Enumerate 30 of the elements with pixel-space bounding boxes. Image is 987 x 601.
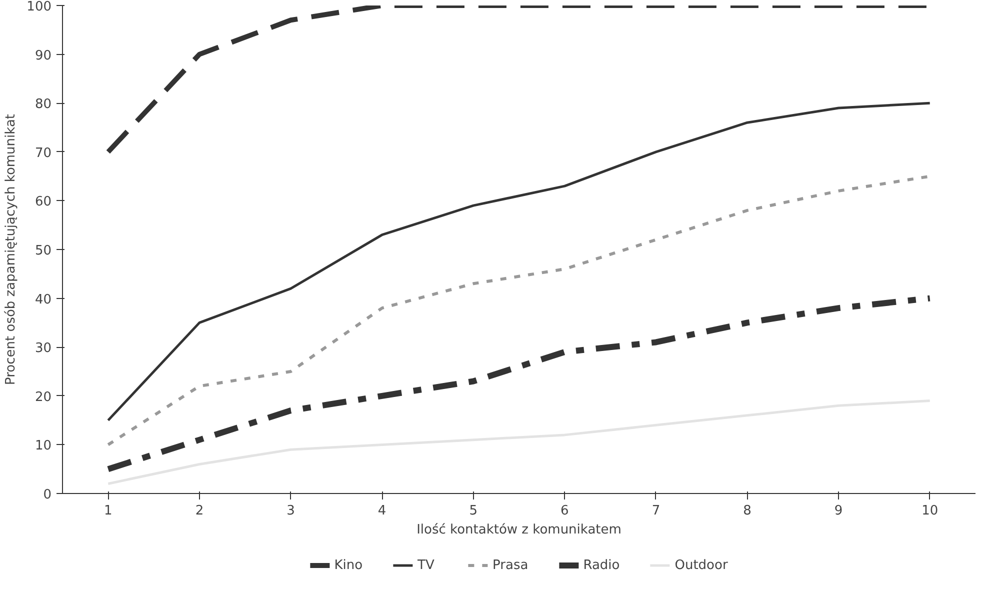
line-series — [106, 102, 932, 422]
y-tick-label: 70 — [34, 146, 52, 161]
y-tick-label: 10 — [34, 438, 52, 454]
x-tick-label: 3 — [286, 504, 295, 518]
x-tick-label: 4 — [378, 504, 386, 518]
x-tick-label: 10 — [922, 504, 938, 518]
x-tick-label: 5 — [469, 504, 478, 518]
y-tick-label: 20 — [34, 390, 52, 405]
y-tick-label: 50 — [34, 244, 52, 258]
legend-label: Outdoor — [674, 558, 728, 572]
line-series — [106, 400, 932, 485]
x-axis-title: Ilość kontaktów z komunikatem — [416, 522, 622, 538]
y-tick-label: 60 — [34, 194, 52, 210]
x-tick-label: 7 — [652, 504, 660, 518]
y-tick-label: 90 — [34, 48, 52, 64]
x-tick-label: 6 — [560, 504, 569, 518]
x-tick-label: 2 — [195, 504, 204, 518]
y-tick-label: 80 — [34, 97, 52, 112]
y-tick-label: 40 — [34, 292, 52, 308]
x-tick-label: 9 — [834, 504, 843, 518]
y-tick-label: 30 — [34, 341, 52, 356]
legend-label: TV — [418, 558, 436, 572]
legend-label: Kino — [334, 558, 363, 572]
y-tick-label: 0 — [43, 488, 52, 502]
y-axis-title: Procent osób zapamiętujących komunikat — [4, 114, 19, 385]
x-tick-label: 1 — [104, 504, 112, 518]
legend-label: Prasa — [492, 558, 528, 572]
legend-label: Radio — [583, 558, 620, 572]
y-tick-label: 100 — [26, 0, 52, 14]
x-tick-label: 8 — [743, 504, 752, 518]
